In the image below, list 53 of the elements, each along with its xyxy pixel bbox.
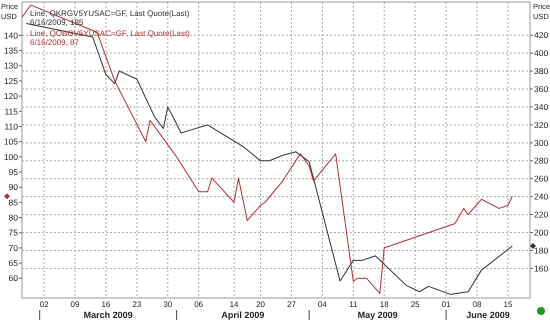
y-tick-label: 125 (4, 76, 18, 86)
y2-tick-label: 400 (534, 48, 548, 58)
x-tick-label: 25 (410, 300, 420, 309)
y2-tick-label: 340 (534, 102, 548, 112)
x-tick-label: 20 (256, 300, 266, 309)
y-tick-label: 80 (8, 212, 18, 223)
y2-tick-label: 240 (534, 192, 548, 202)
y-tick-label: 95 (8, 166, 18, 177)
y-tick-label: 105 (4, 136, 18, 147)
y2-tick-label: 180 (534, 245, 548, 256)
y-tick-label: 90 (8, 182, 18, 192)
x-tick-label: 11 (349, 300, 358, 309)
x-tick-label: 18 (380, 300, 390, 309)
y-tick-label: 135 (4, 46, 18, 56)
y2-tick-label: 380 (534, 66, 548, 76)
y-tick-label: 120 (4, 91, 18, 102)
series-label: Line, QKRGV5YUSAC=GF, Last Quote(Last) (30, 9, 190, 18)
y-tick-label: 75 (8, 228, 18, 238)
x-tick-label: 09 (70, 300, 80, 309)
x-tick-label: 02 (40, 300, 50, 309)
x-tick-label: 06 (194, 300, 204, 309)
x-tick-label: 01 (442, 300, 452, 309)
x-tick-label: 04 (318, 300, 328, 309)
x-tick-label: 30 (163, 300, 173, 309)
y2-tick-label: 300 (534, 138, 548, 148)
y-tick-label: 85 (8, 197, 18, 208)
y2-tick-label: 200 (534, 227, 548, 238)
text: June 2009 (466, 310, 510, 320)
text: May 2009 (358, 310, 398, 320)
y-tick-label: 115 (4, 106, 18, 116)
y2-tick-label: 280 (534, 156, 548, 166)
y-tick-label: 60 (8, 273, 18, 284)
y-tick-label: 140 (4, 30, 18, 40)
y-tick-label: 100 (4, 152, 18, 162)
x-tick-label: 16 (101, 300, 111, 309)
y-tick-label: 110 (4, 121, 18, 132)
y2-tick-label: 360 (534, 84, 548, 94)
annotation: 6/16/2009, 87 (30, 38, 80, 47)
y2-tick-label: 160 (534, 263, 548, 274)
y2-tick-label: 260 (534, 174, 548, 184)
x-tick-label: 23 (132, 300, 142, 309)
x-tick-label: 08 (472, 300, 482, 309)
x-tick-label: 14 (230, 300, 240, 309)
y-tick-label: 65 (8, 258, 18, 268)
text: April 2009 (221, 310, 264, 320)
y-tick-label: 70 (8, 242, 18, 253)
x-tick-label: 15 (503, 300, 513, 309)
text: March 2009 (84, 310, 133, 320)
y2-tick-label: 320 (534, 120, 548, 130)
y-tick-label: 130 (4, 60, 18, 71)
x-tick-label: 27 (287, 300, 296, 309)
y2-tick-label: 420 (534, 30, 548, 40)
y2-tick-label: 220 (534, 210, 548, 220)
